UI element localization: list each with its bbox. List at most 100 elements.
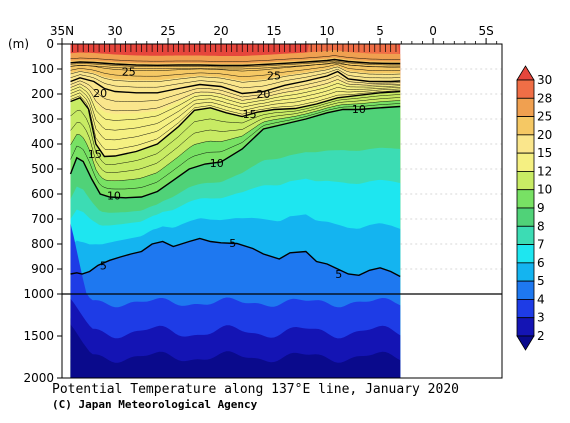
isotherm-5	[70, 237, 401, 278]
x-tick-label: 10	[319, 24, 334, 38]
colorbar-swatch	[516, 116, 535, 136]
colorbar-legend: 30 28 25 20 15 12 10 9 8 7 6 5 4 3 2	[516, 65, 552, 351]
bold-isotherm-lines	[69, 58, 401, 278]
temperature-band-15	[70, 324, 401, 378]
contour-label: 5	[335, 268, 342, 281]
y-axis-unit-label: (m)	[8, 37, 29, 51]
contour-label: 25	[267, 69, 281, 82]
thin-isotherm	[70, 79, 401, 112]
contour-label: 5	[100, 259, 107, 272]
colorbar-swatch	[516, 79, 535, 99]
isotherm-15	[70, 90, 401, 158]
empty-region-guides	[400, 68, 502, 270]
colorbar-swatch	[516, 171, 535, 191]
colorbar-swatch	[516, 207, 535, 227]
thin-isotherm	[70, 100, 401, 182]
colorbar-label: 2	[537, 329, 545, 343]
y-tick-label: 200	[31, 87, 54, 101]
colorbar-swatch	[516, 262, 535, 282]
colorbar-label: 30	[537, 73, 552, 87]
colorbar-swatch	[516, 97, 535, 117]
x-tick-label: 25	[160, 24, 175, 38]
x-tick-label: 30	[107, 24, 122, 38]
colorbar-swatch	[516, 134, 535, 154]
colorbar-label: 10	[537, 183, 552, 197]
colorbar-label: 25	[537, 110, 552, 124]
x-tick-label: 5S	[478, 24, 493, 38]
contour-label: 20	[256, 88, 270, 101]
isotherm-25	[70, 58, 401, 67]
y-tick-label: 500	[31, 162, 54, 176]
y-tick-label: 800	[31, 237, 54, 251]
colorbar-label: 3	[537, 311, 545, 325]
contour-label: 10	[210, 157, 224, 170]
y-axis: 0 100 200 300 400 500 600 700 800 900 1000 1500 2000	[23, 37, 62, 385]
y-tick-label: 0	[46, 37, 54, 51]
thin-isotherm	[70, 62, 401, 70]
contour-labels: 25 25 20 20 15 10 15 10 10 5 5 5	[88, 66, 366, 282]
x-tick-label: 35N	[50, 24, 74, 38]
colorbar-label: 28	[537, 91, 552, 105]
colorbar-swatch	[516, 189, 535, 209]
thin-isotherm	[70, 103, 401, 190]
colorbar-label: 9	[537, 201, 545, 215]
colorbar-bottom-arrow	[516, 335, 535, 351]
colorbar-label: 15	[537, 146, 552, 160]
colorbar-label: 20	[537, 128, 552, 142]
thin-isotherm	[70, 66, 401, 83]
colorbar-label: 7	[537, 238, 545, 252]
colorbar-label: 5	[537, 274, 545, 288]
thin-isotherm	[70, 60, 401, 68]
thin-isotherm	[70, 61, 401, 72]
contour-label: 5	[229, 237, 236, 250]
thin-isotherm	[70, 55, 401, 62]
thin-isotherm	[70, 88, 401, 141]
thin-isotherm-lines	[70, 55, 401, 190]
isotherm-20	[70, 70, 401, 95]
thin-isotherm	[70, 97, 401, 173]
x-axis: 35N 30 25 20 15 10 5 0 5S	[50, 24, 498, 44]
y-tick-label: 100	[31, 62, 54, 76]
y-tick-label: 600	[31, 187, 54, 201]
contour-label: 10	[352, 103, 366, 116]
credit-line: (C) Japan Meteorological Agency	[52, 398, 258, 411]
y-tick-label: 1000	[23, 287, 54, 301]
x-tick-label: 0	[429, 24, 437, 38]
contour-label: 15	[88, 148, 102, 161]
contour-label: 15	[243, 108, 257, 121]
thin-isotherm	[70, 87, 401, 131]
temperature-fill-layers	[70, 44, 401, 378]
colorbar-swatch	[516, 317, 535, 337]
thin-isotherm	[70, 94, 401, 165]
station-tick-marks	[72, 44, 397, 52]
x-tick-label: 15	[266, 24, 281, 38]
contour-label: 20	[93, 87, 107, 100]
plot-frame	[61, 43, 503, 379]
y-tick-label: 300	[31, 112, 54, 126]
isotherm-10	[69, 105, 401, 199]
y-tick-label: 2000	[23, 371, 54, 385]
thin-isotherm	[70, 90, 401, 150]
colorbar-label: 8	[537, 219, 545, 233]
thin-isotherm	[70, 64, 401, 77]
colorbar-swatch	[516, 225, 535, 245]
y-tick-label: 400	[31, 137, 54, 151]
y-tick-label: 900	[31, 262, 54, 276]
contour-label: 25	[122, 66, 136, 79]
x-tick-label: 5	[376, 24, 384, 38]
colorbar-top-arrow	[516, 65, 535, 81]
thin-isotherm	[70, 68, 401, 89]
thin-isotherm	[70, 75, 401, 102]
colorbar-swatch	[516, 280, 535, 300]
colorbar-label: 6	[537, 256, 545, 270]
colorbar-label: 4	[537, 292, 545, 306]
chart-title: Potential Temperature along 137°E line, …	[52, 382, 459, 397]
x-tick-label: 20	[213, 24, 228, 38]
thin-isotherm	[70, 83, 401, 121]
contour-label: 10	[107, 189, 121, 202]
colorbar-swatch	[516, 299, 535, 319]
y-tick-label: 1500	[23, 329, 54, 343]
colorbar-label: 12	[537, 164, 552, 178]
colorbar-swatch	[516, 244, 535, 264]
